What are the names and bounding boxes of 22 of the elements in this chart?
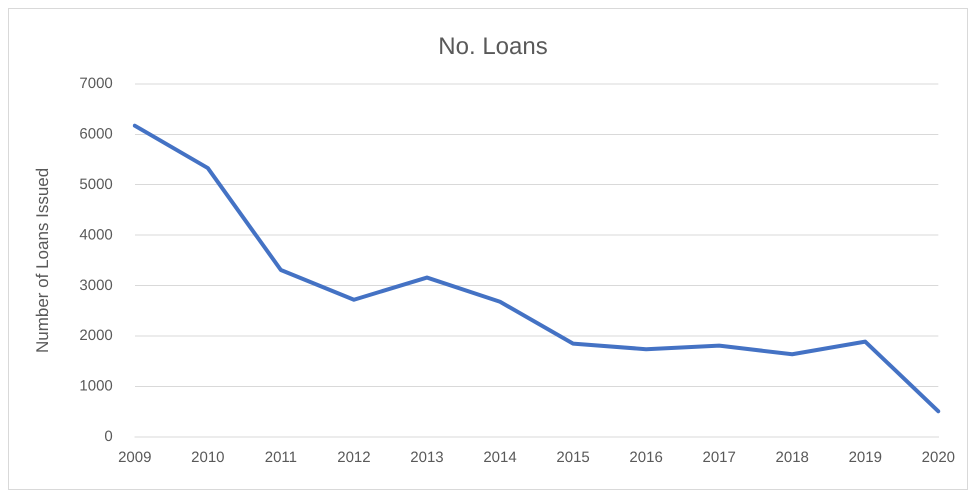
x-tick-label: 2016 bbox=[629, 449, 663, 466]
y-tick-label: 6000 bbox=[79, 125, 113, 142]
y-tick-label: 0 bbox=[104, 428, 113, 446]
y-tick-label: 2000 bbox=[79, 327, 113, 344]
y-tick-label: 3000 bbox=[79, 276, 113, 294]
x-tick-label: 2015 bbox=[556, 449, 590, 466]
y-tick-label: 4000 bbox=[79, 226, 113, 244]
y-tick-label: 1000 bbox=[79, 378, 113, 395]
y-axis-title: Number of Loans Issued bbox=[32, 168, 52, 354]
x-tick-label: 2019 bbox=[848, 449, 882, 466]
x-tick-label: 2017 bbox=[702, 449, 736, 466]
y-tick-label: 5000 bbox=[79, 176, 113, 193]
x-tick-label: 2020 bbox=[922, 449, 956, 466]
y-tick-label: 7000 bbox=[79, 74, 113, 92]
x-tick-label: 2014 bbox=[483, 449, 517, 466]
x-tick-label: 2009 bbox=[118, 449, 152, 466]
x-tick-label: 2018 bbox=[776, 449, 809, 466]
x-tick-label: 2012 bbox=[337, 449, 371, 466]
x-tick-label: 2013 bbox=[410, 449, 444, 466]
x-tick-label: 2011 bbox=[264, 449, 297, 466]
chart-title: No. Loans bbox=[438, 33, 548, 60]
x-tick-label: 2010 bbox=[191, 449, 225, 466]
